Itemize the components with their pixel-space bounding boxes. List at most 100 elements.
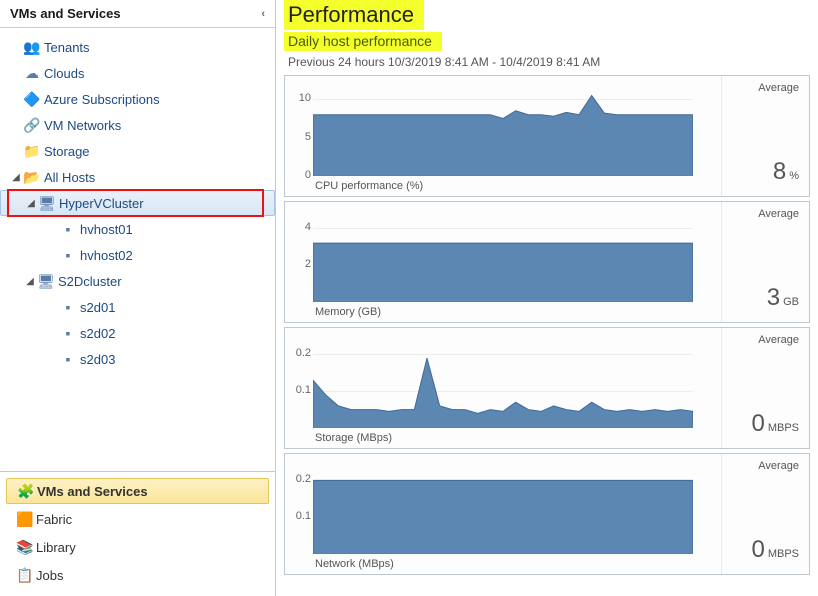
nav-buttons: 🧩VMs and Services🟧Fabric📚Library📋Jobs (0, 471, 275, 596)
tree-item-label: Storage (42, 144, 90, 159)
side-label: Average (758, 334, 799, 346)
s2d03-icon: ▪ (58, 351, 78, 367)
tree-item-s2d03[interactable]: ▪s2d03 (0, 346, 275, 372)
tree-item-vm-networks[interactable]: 🔗VM Networks (0, 112, 275, 138)
chart-side: Average 0MBPS (721, 328, 809, 448)
main-panel: Performance Daily host performance Previ… (276, 0, 818, 596)
hypervcluster-icon: 🖥 (37, 195, 57, 212)
chart-cpu: 0 5 10 CPU performance (%) Average 8% (284, 75, 810, 197)
tree-item-s2d01[interactable]: ▪s2d01 (0, 294, 275, 320)
twisty-icon[interactable]: ◢ (24, 276, 36, 287)
s2d02-icon: ▪ (58, 325, 78, 341)
tree: 👥Tenants☁Clouds🔷Azure Subscriptions🔗VM N… (0, 28, 275, 378)
side-value: 0MBPS (751, 536, 799, 564)
s2dcluster-icon: 🖥 (36, 273, 56, 290)
tree-item-s2d02[interactable]: ▪s2d02 (0, 320, 275, 346)
page-title: Performance (284, 0, 424, 30)
sidebar-header[interactable]: VMs and Services ‹ (0, 0, 275, 28)
chart-caption: Storage (MBps) (315, 432, 392, 444)
ytick-label: 10 (291, 92, 311, 104)
nav-label: Jobs (36, 568, 63, 583)
ytick-label: 0.2 (291, 347, 311, 359)
side-label: Average (758, 208, 799, 220)
hvhost02-icon: ▪ (58, 247, 78, 263)
tree-item-label: s2d03 (78, 352, 115, 367)
ytick-label: 0.1 (291, 510, 311, 522)
nav-library[interactable]: 📚Library (6, 534, 269, 560)
nav-fabric[interactable]: 🟧Fabric (6, 506, 269, 532)
tree-item-label: hvhost01 (78, 222, 133, 237)
tree-item-label: Clouds (42, 66, 84, 81)
nav-label: Fabric (36, 512, 72, 527)
charts-container: 0510CPU performance (%)Average8%24Memory… (284, 75, 810, 575)
ytick-label: 4 (291, 221, 311, 233)
nav-vms[interactable]: 🧩VMs and Services (6, 478, 269, 504)
time-range: Previous 24 hours 10/3/2019 8:41 AM - 10… (288, 55, 810, 69)
storage-icon: 📁 (22, 143, 42, 160)
tree-item-all-hosts[interactable]: ◢📂All Hosts (0, 164, 275, 190)
tree-item-label: All Hosts (42, 170, 95, 185)
ytick-label: 2 (291, 258, 311, 270)
nav-vms-icon: 🧩 (15, 483, 37, 500)
clouds-icon: ☁ (22, 65, 42, 82)
tree-item-s2dcluster[interactable]: ◢🖥S2Dcluster (0, 268, 275, 294)
nav-library-icon: 📚 (14, 539, 36, 556)
tree-item-azure-subscriptions[interactable]: 🔷Azure Subscriptions (0, 86, 275, 112)
nav-label: Library (36, 540, 76, 555)
azure-subscriptions-icon: 🔷 (22, 91, 42, 108)
collapse-icon[interactable]: ‹ (261, 8, 265, 20)
chart-memory: 24Memory (GB)Average3GB (284, 201, 810, 323)
twisty-icon[interactable]: ◢ (25, 198, 37, 209)
chart-svg (313, 84, 693, 176)
tree-item-hvhost02[interactable]: ▪hvhost02 (0, 242, 275, 268)
nav-label: VMs and Services (37, 484, 148, 499)
chart-side: Average 0MBPS (721, 454, 809, 574)
tree-item-label: Tenants (42, 40, 90, 55)
ytick-label: 5 (291, 131, 311, 143)
all-hosts-icon: 📂 (22, 169, 42, 186)
hvhost01-icon: ▪ (58, 221, 78, 237)
twisty-icon[interactable]: ◢ (10, 172, 22, 183)
side-value: 0MBPS (751, 410, 799, 438)
nav-fabric-icon: 🟧 (14, 511, 36, 528)
chart-body: 0 5 10 CPU performance (%) (285, 76, 721, 196)
chart-body: 0.1 0.2 Storage (MBps) (285, 328, 721, 448)
tree-item-storage[interactable]: 📁Storage (0, 138, 275, 164)
chart-svg (313, 336, 693, 428)
tree-item-clouds[interactable]: ☁Clouds (0, 60, 275, 86)
ytick-label: 0 (291, 169, 311, 181)
chart-storage: 0.1 0.2 Storage (MBps) Average 0MBPS (284, 327, 810, 449)
chart-svg (313, 462, 693, 554)
s2d01-icon: ▪ (58, 299, 78, 315)
sidebar-title: VMs and Services (10, 6, 121, 21)
vm-networks-icon: 🔗 (22, 117, 42, 134)
side-label: Average (758, 82, 799, 94)
tree-item-label: VM Networks (42, 118, 121, 133)
chart-body: 0.1 0.2 Network (MBps) (285, 454, 721, 574)
tree-item-tenants[interactable]: 👥Tenants (0, 34, 275, 60)
ytick-label: 0.1 (291, 384, 311, 396)
chart-side: Average 3GB (721, 202, 809, 322)
tree-item-label: hvhost02 (78, 248, 133, 263)
sidebar: VMs and Services ‹ 👥Tenants☁Clouds🔷Azure… (0, 0, 276, 596)
nav-jobs-icon: 📋 (14, 567, 36, 584)
side-value: 3GB (767, 284, 799, 312)
chart-caption: CPU performance (%) (315, 180, 423, 192)
tenants-icon: 👥 (22, 39, 42, 56)
tree-item-label: HyperVCluster (57, 196, 144, 211)
tree-item-hypervcluster[interactable]: ◢🖥HyperVCluster (0, 190, 275, 216)
tree-item-label: Azure Subscriptions (42, 92, 160, 107)
ytick-label: 0.2 (291, 473, 311, 485)
tree-item-hvhost01[interactable]: ▪hvhost01 (0, 216, 275, 242)
side-value: 8% (773, 158, 799, 186)
chart-network: 0.1 0.2 Network (MBps) Average 0MBPS (284, 453, 810, 575)
chart-side: Average 8% (721, 76, 809, 196)
tree-item-label: S2Dcluster (56, 274, 122, 289)
chart-body: 24Memory (GB) (285, 202, 721, 322)
tree-item-label: s2d01 (78, 300, 115, 315)
side-label: Average (758, 460, 799, 472)
tree-item-label: s2d02 (78, 326, 115, 341)
chart-caption: Network (MBps) (315, 558, 394, 570)
nav-jobs[interactable]: 📋Jobs (6, 562, 269, 588)
chart-svg (313, 210, 693, 302)
